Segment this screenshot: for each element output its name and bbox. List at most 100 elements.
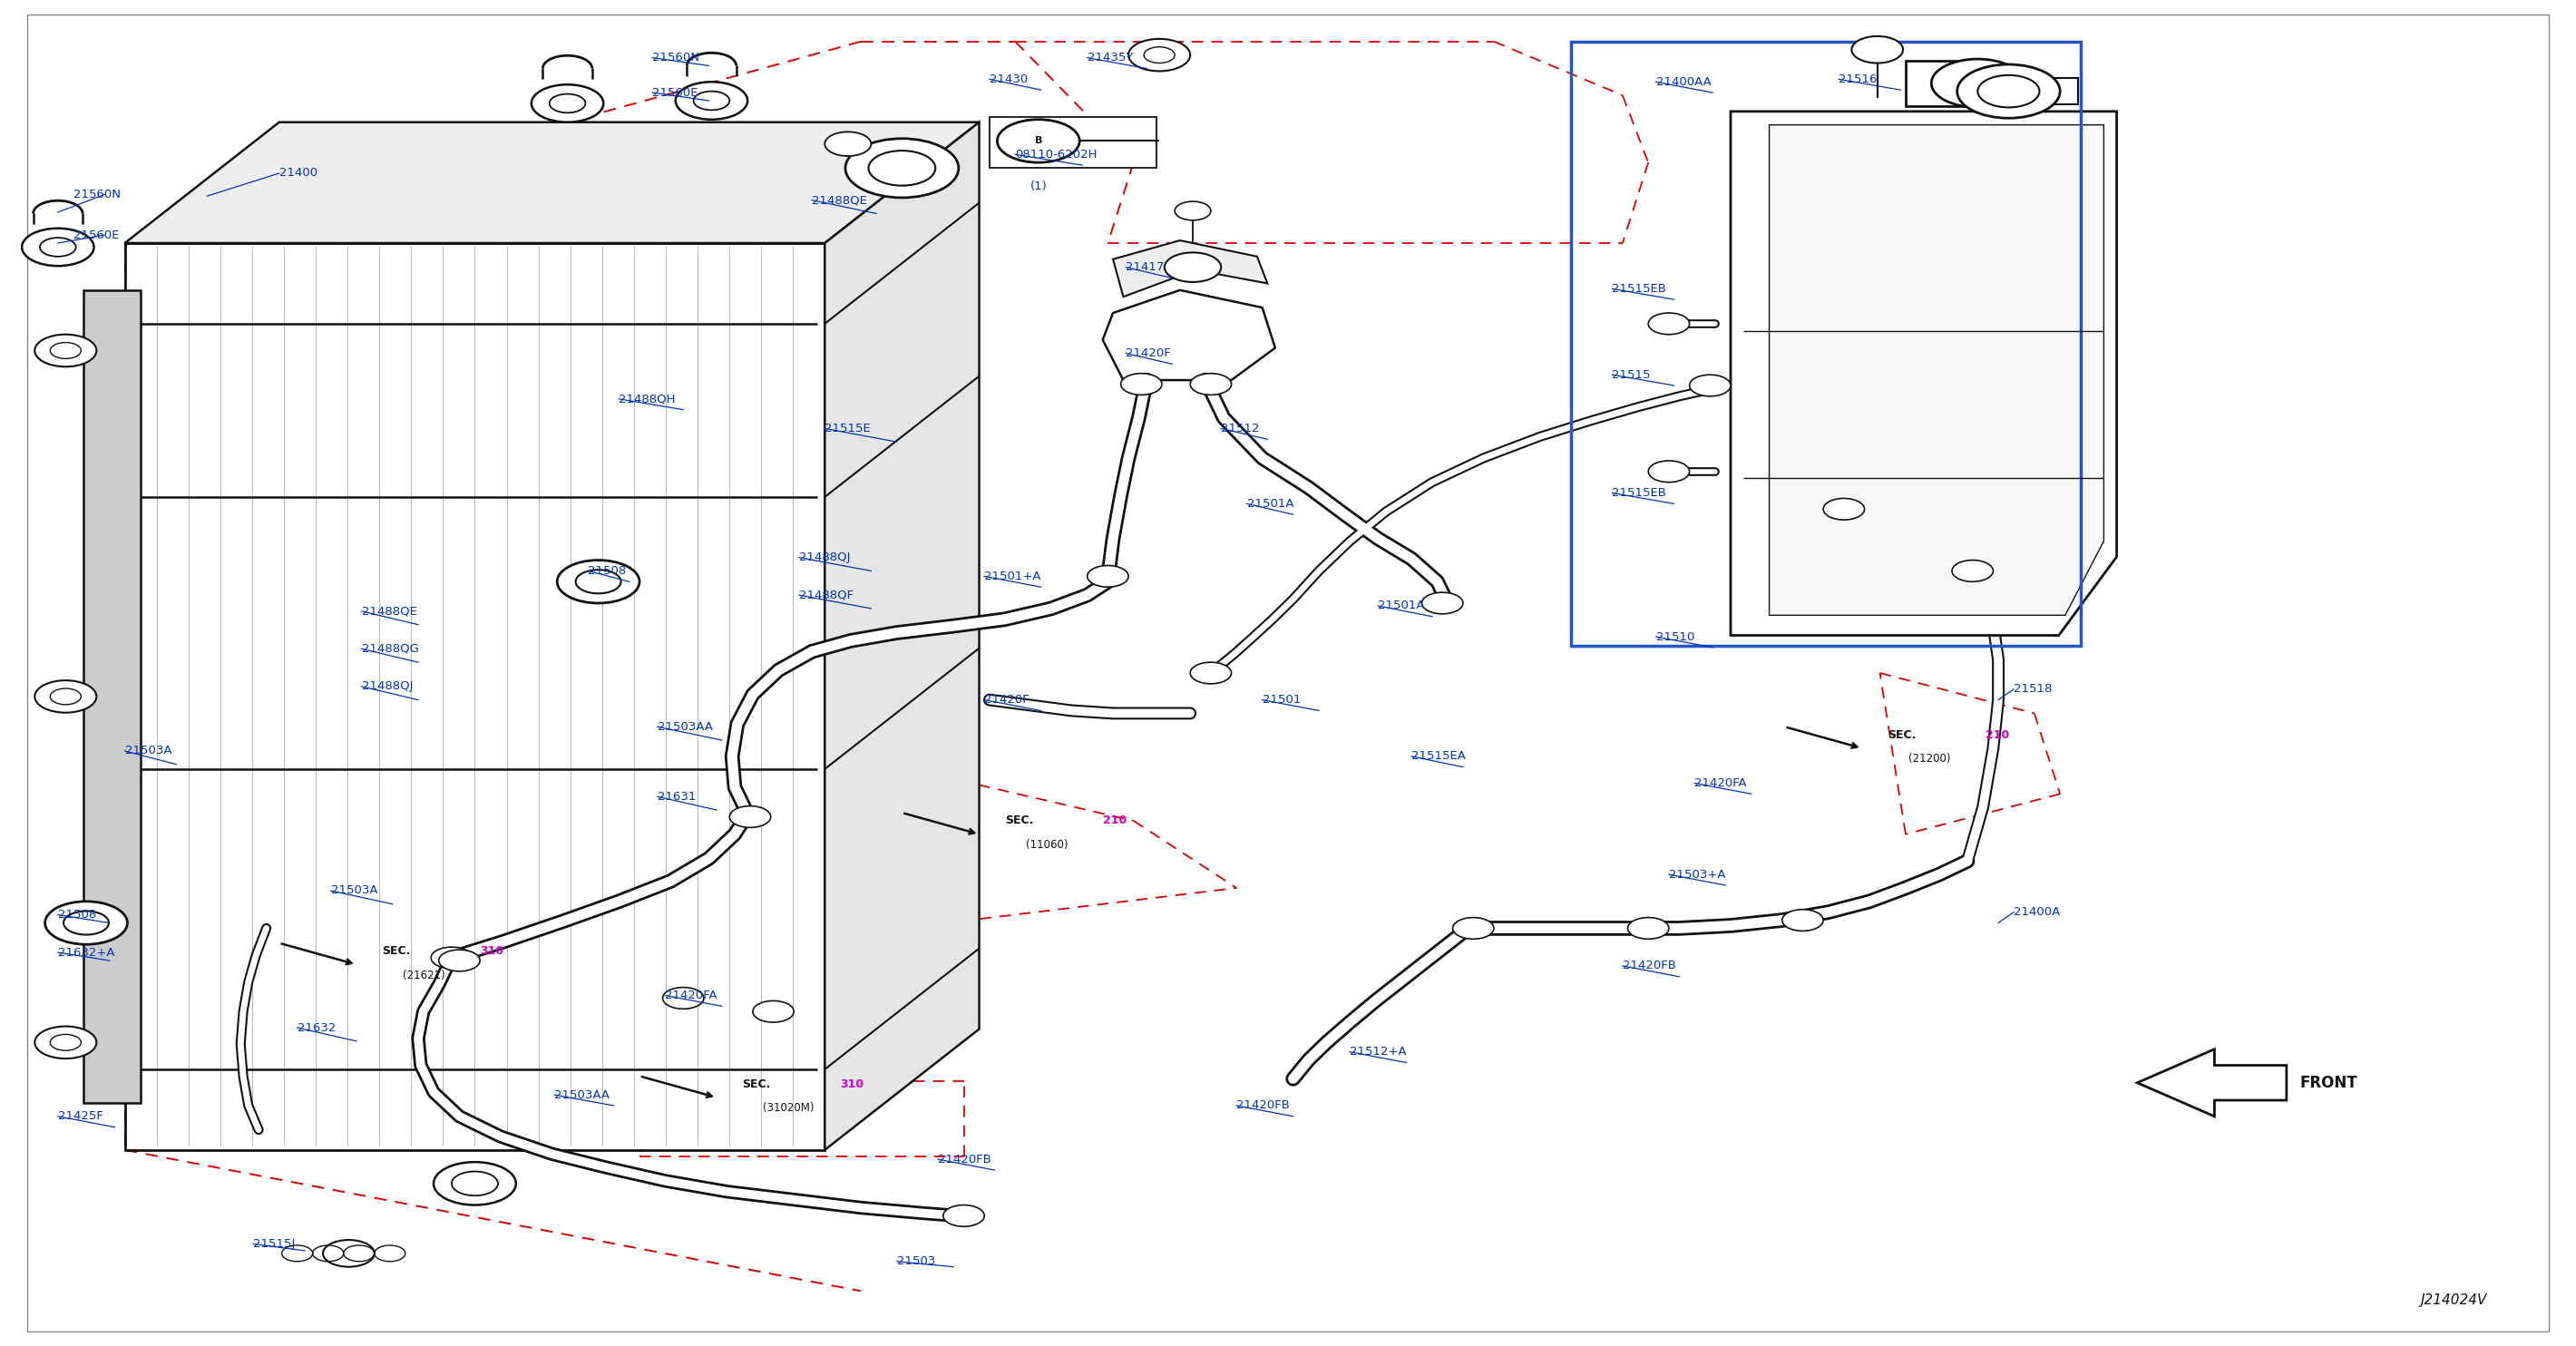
Text: 21488QF: 21488QF (799, 590, 853, 600)
Text: 21420FB: 21420FB (1623, 960, 1677, 972)
Text: SEC.: SEC. (381, 945, 410, 957)
Circle shape (33, 1027, 95, 1058)
Text: 21488QJ: 21488QJ (799, 552, 850, 564)
Circle shape (868, 151, 935, 186)
Circle shape (1190, 373, 1231, 394)
Text: 21632+A: 21632+A (57, 946, 113, 958)
Circle shape (433, 1162, 515, 1205)
Text: 21488QH: 21488QH (618, 393, 675, 405)
Circle shape (64, 911, 108, 934)
Text: 21560N: 21560N (652, 51, 701, 63)
Circle shape (33, 680, 95, 712)
Bar (1906, 61, 1968, 106)
Text: 21508: 21508 (57, 909, 95, 921)
Circle shape (322, 1240, 374, 1267)
Circle shape (1628, 918, 1669, 940)
Text: 21488QG: 21488QG (361, 643, 417, 654)
Text: 21420F: 21420F (1126, 347, 1172, 359)
Circle shape (1690, 374, 1731, 396)
Text: 21420FB: 21420FB (1236, 1100, 1291, 1112)
Text: 21560E: 21560E (72, 229, 118, 241)
Text: 210: 210 (1986, 730, 2009, 740)
Circle shape (1121, 373, 1162, 394)
Text: SEC.: SEC. (742, 1078, 770, 1090)
Text: J214024V: J214024V (2421, 1294, 2488, 1307)
Circle shape (1190, 662, 1231, 684)
Text: 310: 310 (479, 945, 505, 957)
Text: 21501+A: 21501+A (984, 571, 1041, 583)
Text: 21503+A: 21503+A (1669, 868, 1726, 880)
Text: 21560N: 21560N (72, 188, 121, 201)
Text: 21508: 21508 (587, 565, 626, 577)
Circle shape (556, 560, 639, 603)
Text: 21503AA: 21503AA (657, 721, 714, 732)
Text: 21631: 21631 (657, 790, 696, 802)
Bar (1942, 78, 2079, 105)
Text: 21501A: 21501A (1247, 498, 1293, 510)
Text: 21503AA: 21503AA (554, 1089, 611, 1101)
Circle shape (1649, 460, 1690, 482)
Circle shape (675, 82, 747, 120)
Bar (989, 117, 1157, 168)
Text: 21512+A: 21512+A (1350, 1046, 1406, 1058)
Circle shape (574, 569, 621, 594)
Text: 21400: 21400 (278, 167, 317, 179)
Text: 21501: 21501 (1262, 695, 1301, 705)
Text: 21512: 21512 (1221, 423, 1260, 435)
Text: (21621): (21621) (402, 969, 446, 981)
Circle shape (1824, 498, 1865, 520)
Text: 21420FA: 21420FA (665, 989, 719, 1001)
Circle shape (33, 334, 95, 366)
Polygon shape (824, 122, 979, 1149)
Text: 21515J: 21515J (252, 1238, 296, 1250)
Circle shape (1932, 59, 2025, 108)
Text: (11060): (11060) (1025, 839, 1066, 851)
Circle shape (729, 806, 770, 828)
Text: 21632: 21632 (296, 1022, 335, 1034)
Circle shape (1087, 565, 1128, 587)
Text: FRONT: FRONT (2300, 1074, 2357, 1090)
Bar (124, 244, 824, 1149)
Circle shape (1783, 910, 1824, 931)
Text: 21515E: 21515E (824, 423, 871, 435)
Circle shape (21, 229, 93, 267)
Polygon shape (1103, 291, 1275, 380)
Text: 21516: 21516 (1839, 73, 1878, 85)
Text: 21510: 21510 (1656, 631, 1695, 642)
Circle shape (438, 950, 479, 972)
Text: 08110-6202H: 08110-6202H (1015, 148, 1097, 160)
Text: 21515EA: 21515EA (1412, 751, 1466, 762)
Circle shape (1128, 39, 1190, 71)
Text: (31020M): (31020M) (762, 1102, 814, 1114)
Text: 21417: 21417 (1126, 261, 1164, 273)
Text: SEC.: SEC. (1005, 814, 1033, 826)
Text: 21515EB: 21515EB (1613, 487, 1667, 499)
Circle shape (997, 120, 1079, 163)
Circle shape (44, 902, 126, 945)
Polygon shape (1113, 241, 1267, 297)
Circle shape (1958, 65, 2061, 118)
Circle shape (693, 92, 729, 110)
Text: SEC.: SEC. (1888, 730, 1917, 740)
Text: 21503A: 21503A (124, 746, 173, 756)
Text: 21435Y: 21435Y (1087, 51, 1133, 63)
Text: B: B (1036, 136, 1043, 145)
Circle shape (1175, 202, 1211, 221)
Circle shape (845, 139, 958, 198)
Circle shape (451, 1171, 497, 1195)
Polygon shape (124, 122, 979, 244)
Circle shape (752, 1001, 793, 1023)
Text: 310: 310 (840, 1078, 863, 1090)
Circle shape (1649, 314, 1690, 334)
Text: 21400A: 21400A (2014, 906, 2061, 918)
Text: 21488QE: 21488QE (361, 606, 417, 616)
Text: 21488QJ: 21488QJ (361, 681, 412, 692)
Circle shape (662, 988, 703, 1010)
Polygon shape (82, 291, 139, 1102)
Circle shape (1852, 36, 1904, 63)
Polygon shape (2138, 1049, 2287, 1116)
Text: 21488QE: 21488QE (811, 194, 868, 206)
Circle shape (1144, 47, 1175, 63)
Text: 21430: 21430 (989, 73, 1028, 85)
Text: 21400AA: 21400AA (1656, 75, 1710, 87)
